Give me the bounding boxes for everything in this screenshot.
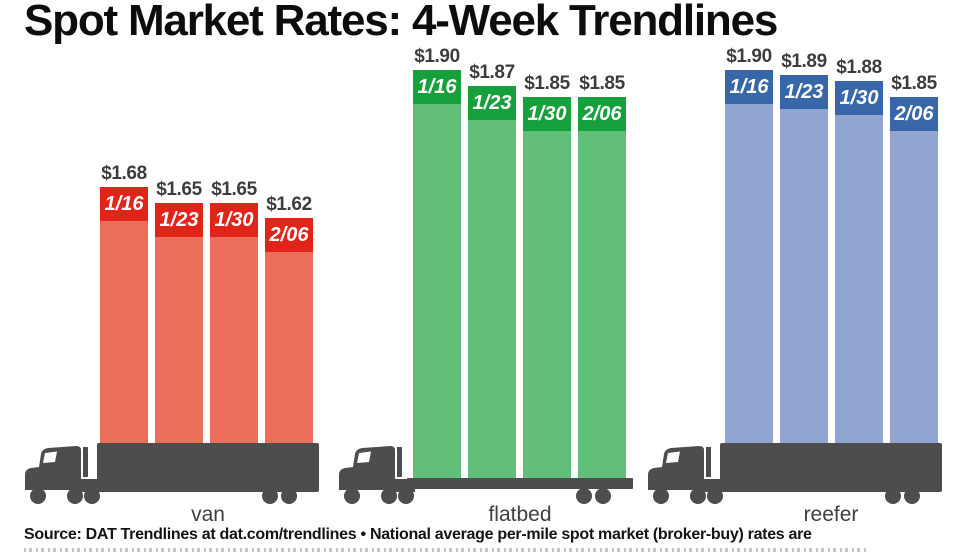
bar-value-label: $1.62: [266, 194, 312, 215]
bar-value-label: $1.65: [211, 179, 257, 200]
bar-date-label: 1/23: [468, 86, 516, 120]
group-label-van: van: [191, 503, 225, 526]
bar-reefer-1/30: 1/30: [835, 81, 883, 449]
flatbed-truck-icon: [337, 443, 633, 505]
bar-value-label: $1.90: [726, 46, 772, 67]
bar-reefer-2/06: 2/06: [890, 97, 938, 449]
bar-flatbed-1/30: 1/30: [523, 97, 571, 484]
reefer-box-trailer-truck-icon: [646, 443, 942, 505]
bar-date-label: 2/06: [578, 97, 626, 131]
bar-value-label: $1.88: [836, 57, 882, 78]
bar-date-label: 1/23: [780, 75, 828, 109]
bar-value-label: $1.65: [156, 179, 202, 200]
bar-date-label: 1/16: [725, 70, 773, 104]
bar-value-label: $1.90: [414, 46, 460, 67]
bar-date-label: 1/30: [835, 81, 883, 115]
source-note: Source: DAT Trendlines at dat.com/trendl…: [24, 526, 812, 543]
van-box-trailer-truck-icon: [23, 443, 319, 505]
bar-van-1/30: 1/30: [210, 203, 258, 449]
bar-date-label: 1/30: [210, 203, 258, 237]
bar-date-label: 1/30: [523, 97, 571, 131]
group-label-reefer: reefer: [803, 503, 859, 526]
bar-value-label: $1.85: [891, 73, 937, 94]
bar-van-1/23: 1/23: [155, 203, 203, 449]
bar-value-label: $1.85: [524, 73, 570, 94]
bar-value-label: $1.85: [579, 73, 625, 94]
bar-van-1/16: 1/16: [100, 187, 148, 449]
chart-title: Spot Market Rates: 4-Week Trendlines: [24, 0, 778, 45]
bar-flatbed-1/16: 1/16: [413, 70, 461, 484]
group-label-flatbed: flatbed: [488, 503, 552, 526]
bar-van-2/06: 2/06: [265, 218, 313, 449]
bar-date-label: 1/16: [413, 70, 461, 104]
bar-value-label: $1.87: [469, 62, 515, 83]
bar-flatbed-1/23: 1/23: [468, 86, 516, 484]
bar-value-label: $1.89: [781, 51, 827, 72]
bar-date-label: 1/16: [100, 187, 148, 221]
source-note-second-line-clipped: [24, 548, 869, 552]
bar-reefer-1/23: 1/23: [780, 75, 828, 449]
bar-value-label: $1.68: [101, 163, 147, 184]
bar-date-label: 1/23: [155, 203, 203, 237]
bar-flatbed-2/06: 2/06: [578, 97, 626, 484]
bar-reefer-1/16: 1/16: [725, 70, 773, 449]
bar-date-label: 2/06: [890, 97, 938, 131]
bar-date-label: 2/06: [265, 218, 313, 252]
